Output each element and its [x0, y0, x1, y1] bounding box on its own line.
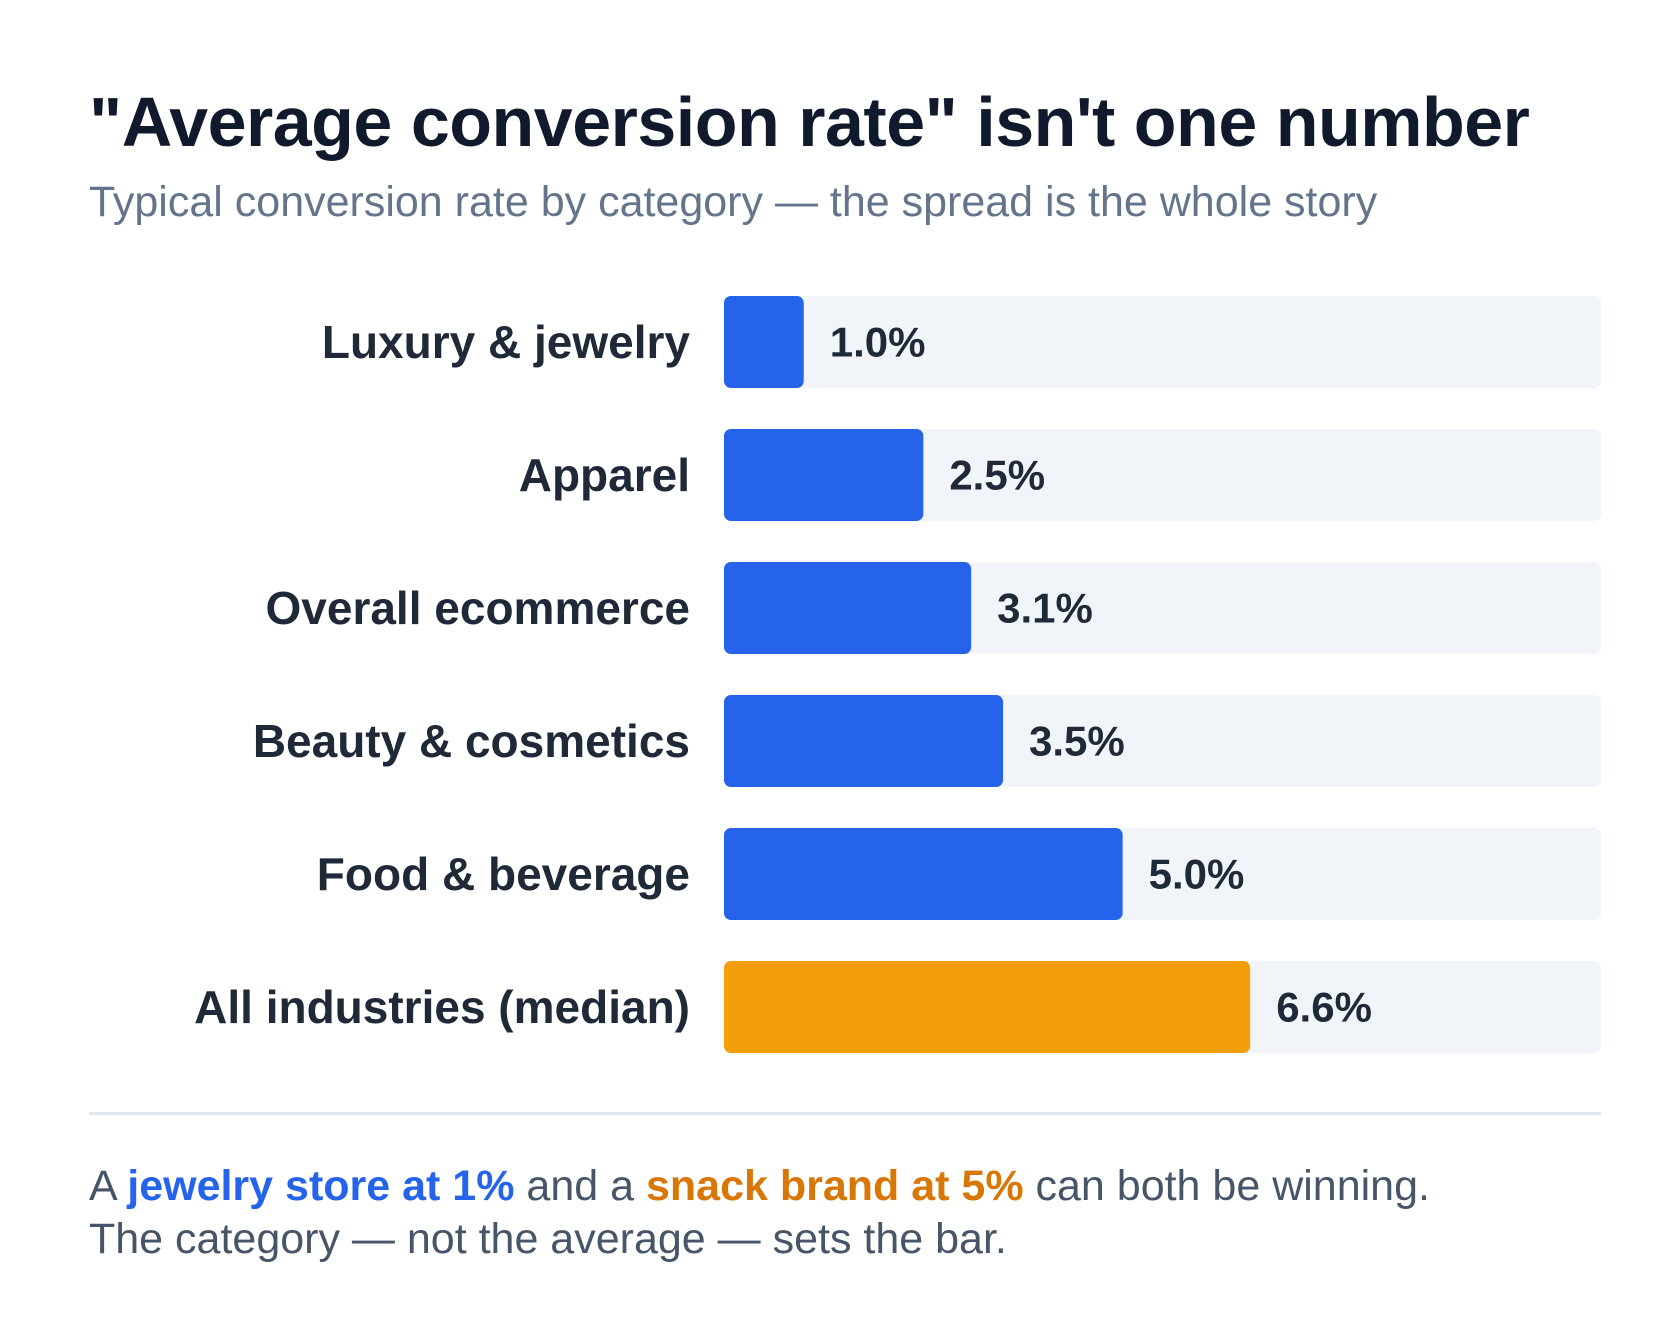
chart-title: "Average conversion rate" isn't one numb…: [89, 83, 1530, 161]
takeaway-snack-highlight: snack brand at 5%: [645, 1162, 1024, 1210]
value-label-beauty-cosmetics: 3.5%: [1029, 718, 1125, 765]
takeaway-prefix: A: [89, 1162, 128, 1210]
bar-all-industries-median: [724, 961, 1251, 1053]
bar-apparel: [724, 429, 924, 521]
takeaway-text: A jewelry store at 1% and a snack brand …: [89, 1160, 1430, 1266]
category-label-apparel: Apparel: [519, 449, 690, 501]
category-label-all-industries-median: All industries (median): [194, 981, 690, 1033]
bar-track-luxury-jewelry: [724, 296, 1601, 388]
value-label-apparel: 2.5%: [949, 452, 1045, 499]
category-label-luxury-jewelry: Luxury & jewelry: [322, 316, 691, 368]
divider: [89, 1112, 1601, 1115]
takeaway-jewelry-highlight: jewelry store at 1%: [127, 1162, 515, 1210]
category-label-overall-ecommerce: Overall ecommerce: [266, 582, 691, 634]
value-label-overall-ecommerce: 3.1%: [997, 585, 1093, 632]
bar-overall-ecommerce: [724, 562, 972, 654]
bar-food-beverage: [724, 828, 1123, 920]
bar-luxury-jewelry: [724, 296, 804, 388]
value-label-food-beverage: 5.0%: [1149, 851, 1245, 898]
takeaway-connector: and a: [514, 1162, 646, 1210]
chart-subtitle: Typical conversion rate by category — th…: [89, 178, 1378, 226]
takeaway-suffix: can both be winning.: [1023, 1162, 1430, 1210]
value-label-all-industries-median: 6.6%: [1276, 984, 1372, 1031]
value-label-luxury-jewelry: 1.0%: [830, 319, 926, 366]
bar-track-apparel: [724, 429, 1601, 521]
category-label-beauty-cosmetics: Beauty & cosmetics: [253, 715, 690, 767]
bar-beauty-cosmetics: [724, 695, 1004, 787]
takeaway-line-2: The category — not the average — sets th…: [89, 1215, 1007, 1263]
category-label-food-beverage: Food & beverage: [317, 848, 690, 900]
